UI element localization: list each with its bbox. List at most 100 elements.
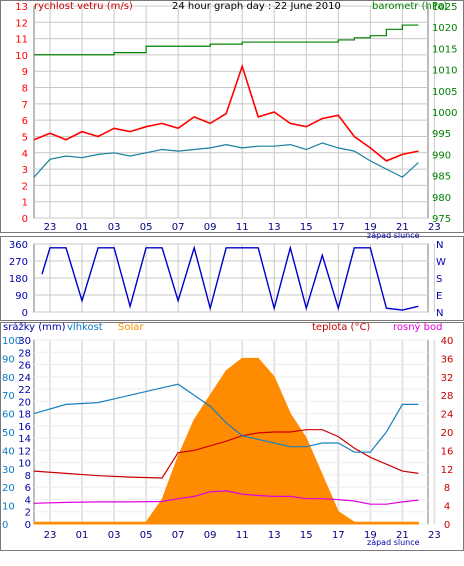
humidity-y-tick-1: 10 (2, 502, 15, 513)
baro-y-tick-9: 1020 (432, 23, 457, 34)
x-tick-2-4: 07 (172, 530, 185, 541)
x-tick-2-0: 23 (44, 530, 57, 541)
rain-y-tick-12: 24 (18, 373, 31, 384)
rain-y-tick-1: 2 (25, 508, 31, 519)
dir-compass-label-4: N (436, 308, 443, 319)
humidity-y-tick-6: 60 (2, 410, 15, 421)
humidity-y-tick-7: 70 (2, 391, 15, 402)
baro-y-tick-5: 1000 (432, 108, 457, 119)
humidity-y-tick-9: 90 (2, 354, 15, 365)
wind-axis-title: rychlost vetru (m/s) (34, 1, 133, 12)
series-wind-avg-line (33, 142, 419, 178)
dir-compass-label-3: E (436, 291, 442, 302)
x-tick-2-3: 05 (140, 530, 153, 541)
x-tick-2-5: 09 (204, 530, 217, 541)
x-tick-2-6: 11 (236, 530, 249, 541)
x-tick-2-9: 17 (332, 530, 345, 541)
humidity-y-tick-3: 30 (2, 465, 15, 476)
humidity-y-tick-10: 100 (2, 336, 21, 347)
temperature-legend: teplota (°C) (312, 322, 370, 333)
wind-y-tick-1: 1 (22, 198, 28, 209)
humidity-legend: vlhkost (67, 322, 103, 333)
wind-y-tick-13: 13 (15, 2, 28, 13)
series-temperature-line (33, 429, 419, 479)
baro-y-tick-4: 995 (432, 129, 451, 140)
wind-y-tick-11: 11 (15, 35, 28, 46)
rain-y-tick-0: 0 (25, 520, 31, 531)
series-dewpoint-line (33, 490, 419, 505)
x-tick-0-4: 07 (172, 222, 185, 233)
dir-y-tick-2: 180 (9, 274, 28, 285)
sunset-label-top: západ slunce (367, 231, 420, 240)
x-tick-0-12: 23 (428, 222, 441, 233)
temp-y-tick-8: 32 (441, 373, 454, 384)
x-tick-0-0: 23 (44, 222, 57, 233)
baro-y-tick-8: 1015 (432, 44, 457, 55)
dewpoint-legend: rosný bod (393, 321, 442, 333)
temp-y-tick-4: 16 (441, 446, 454, 457)
dir-y-tick-4: 360 (9, 240, 28, 251)
humidity-y-tick-8: 80 (2, 373, 15, 384)
series-pressure-line (34, 24, 419, 56)
dir-compass-label-2: S (436, 274, 442, 285)
temp-y-tick-10: 40 (441, 336, 454, 347)
wind-y-tick-0: 0 (22, 214, 28, 225)
x-tick-2-8: 15 (300, 530, 313, 541)
baro-y-tick-1: 980 (432, 193, 451, 204)
baro-y-tick-6: 1005 (432, 87, 457, 98)
barometer-axis-title: barometr (hPa) (372, 1, 448, 12)
rain-y-tick-3: 6 (25, 483, 31, 494)
x-tick-2-7: 13 (268, 530, 281, 541)
x-tick-0-1: 01 (76, 222, 89, 233)
rain-y-tick-15: 30 (18, 336, 31, 347)
wind-y-tick-4: 4 (22, 149, 28, 160)
baro-y-tick-0: 975 (432, 214, 451, 225)
temp-y-tick-7: 28 (441, 391, 454, 402)
dir-compass-label-0: N (436, 240, 443, 251)
baro-y-tick-3: 990 (432, 150, 451, 161)
x-tick-0-6: 11 (236, 222, 249, 233)
temp-y-tick-2: 8 (444, 483, 450, 494)
wind-y-tick-6: 6 (22, 116, 28, 127)
temp-y-tick-5: 20 (441, 428, 454, 439)
solar-legend: Solar (118, 322, 144, 333)
humidity-y-tick-5: 50 (2, 428, 15, 439)
x-tick-2-2: 03 (108, 530, 121, 541)
x-tick-2-11: 21 (396, 530, 409, 541)
x-tick-2-12: 23 (428, 530, 441, 541)
wind-y-tick-9: 9 (22, 67, 28, 78)
dir-compass-label-1: W (436, 257, 446, 268)
humidity-y-tick-4: 40 (2, 446, 15, 457)
baro-y-tick-2: 985 (432, 172, 451, 183)
dir-y-tick-1: 90 (15, 291, 28, 302)
rain-y-tick-4: 8 (25, 471, 31, 482)
series-wind-direction-line (41, 245, 419, 311)
x-tick-0-7: 13 (268, 222, 281, 233)
wind-y-tick-8: 8 (22, 84, 28, 95)
temp-y-tick-6: 24 (441, 410, 454, 421)
x-tick-0-9: 17 (332, 222, 345, 233)
chart-title: 24 hour graph day : 22 June 2010 (172, 1, 341, 12)
x-tick-0-11: 21 (396, 222, 409, 233)
series-humidity-line (33, 383, 419, 453)
x-tick-0-2: 03 (108, 222, 121, 233)
x-tick-2-10: 19 (364, 530, 377, 541)
temp-y-tick-9: 36 (441, 354, 454, 365)
wind-y-tick-7: 7 (22, 100, 28, 111)
baro-y-tick-7: 1010 (432, 66, 457, 77)
x-tick-0-5: 09 (204, 222, 217, 233)
humidity-y-tick-2: 20 (2, 483, 15, 494)
x-tick-0-3: 05 (140, 222, 153, 233)
baro-y-tick-10: 1025 (432, 2, 457, 13)
wind-plot-area (33, 5, 429, 219)
wind-y-tick-2: 2 (22, 181, 28, 192)
chart-marks (33, 24, 419, 525)
rain-y-tick-11: 22 (18, 385, 31, 396)
x-tick-2-1: 01 (76, 530, 89, 541)
wind-y-tick-10: 10 (15, 51, 28, 62)
rain-y-tick-2: 4 (25, 495, 31, 506)
series-wind-max-line (33, 63, 419, 162)
